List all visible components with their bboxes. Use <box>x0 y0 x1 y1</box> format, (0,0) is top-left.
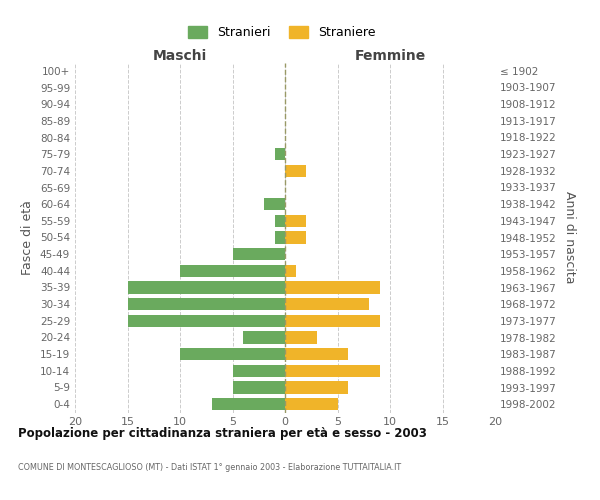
Bar <box>180 264 285 277</box>
Bar <box>180 348 285 360</box>
Bar <box>233 381 285 394</box>
Y-axis label: Fasce di età: Fasce di età <box>22 200 34 275</box>
Bar <box>233 364 285 377</box>
Bar <box>233 248 285 260</box>
Bar <box>275 231 285 244</box>
Bar <box>275 214 285 227</box>
Bar <box>285 298 369 310</box>
Bar <box>243 331 285 344</box>
Bar <box>127 281 285 293</box>
Bar <box>285 348 348 360</box>
Legend: Stranieri, Straniere: Stranieri, Straniere <box>184 21 380 44</box>
Bar <box>264 198 285 210</box>
Bar <box>285 164 306 177</box>
Bar <box>285 231 306 244</box>
Bar <box>285 314 380 327</box>
Text: Femmine: Femmine <box>355 48 425 62</box>
Bar <box>285 331 317 344</box>
Bar <box>127 314 285 327</box>
Bar <box>212 398 285 410</box>
Text: Maschi: Maschi <box>153 48 207 62</box>
Bar <box>127 298 285 310</box>
Bar <box>285 214 306 227</box>
Bar <box>285 264 296 277</box>
Bar <box>285 381 348 394</box>
Bar <box>285 398 337 410</box>
Text: COMUNE DI MONTESCAGLIOSO (MT) - Dati ISTAT 1° gennaio 2003 - Elaborazione TUTTAI: COMUNE DI MONTESCAGLIOSO (MT) - Dati IST… <box>18 462 401 471</box>
Bar <box>285 364 380 377</box>
Bar <box>285 281 380 293</box>
Bar <box>275 148 285 160</box>
Text: Popolazione per cittadinanza straniera per età e sesso - 2003: Popolazione per cittadinanza straniera p… <box>18 428 427 440</box>
Y-axis label: Anni di nascita: Anni di nascita <box>563 191 576 284</box>
